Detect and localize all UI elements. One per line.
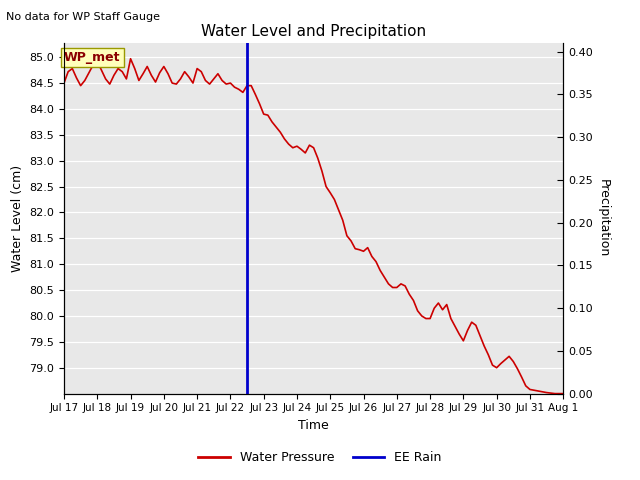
Y-axis label: Precipitation: Precipitation: [596, 179, 609, 258]
Y-axis label: Water Level (cm): Water Level (cm): [11, 165, 24, 272]
Text: No data for WP Staff Gauge: No data for WP Staff Gauge: [6, 12, 161, 22]
Title: Water Level and Precipitation: Water Level and Precipitation: [201, 24, 426, 39]
Legend: Water Pressure, EE Rain: Water Pressure, EE Rain: [193, 446, 447, 469]
Text: WP_met: WP_met: [64, 51, 120, 64]
X-axis label: Time: Time: [298, 419, 329, 432]
